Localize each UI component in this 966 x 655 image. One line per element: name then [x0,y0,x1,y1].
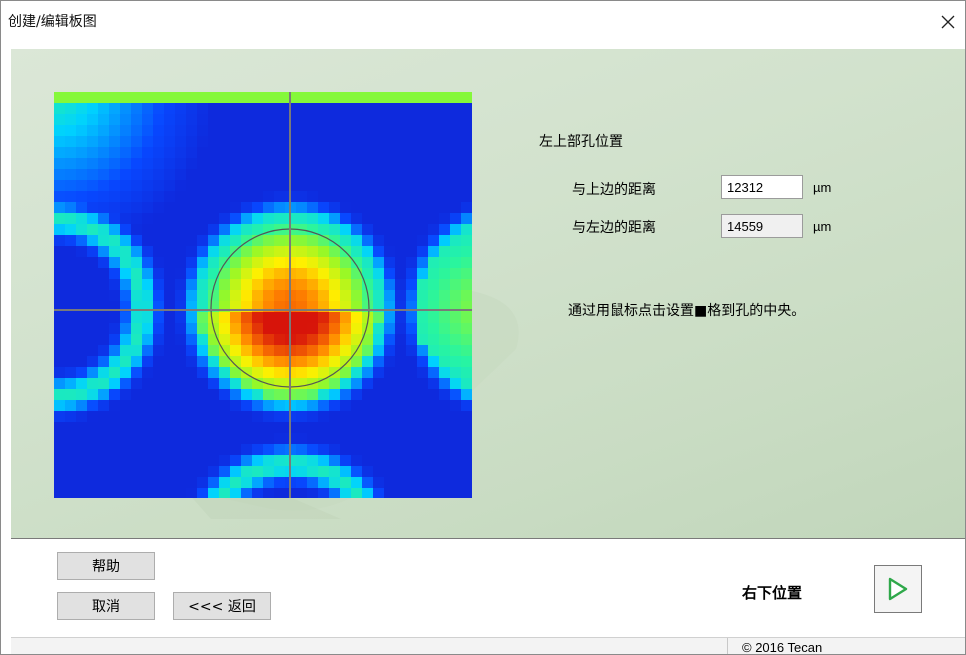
distance-top-unit: µm [813,180,832,195]
cancel-button[interactable]: 取消 [57,592,155,620]
distance-left-input[interactable] [721,214,803,238]
status-bar: © 2016 Tecan [11,637,965,655]
next-step-label: 右下位置 [742,584,803,602]
distance-left-unit: µm [813,219,832,234]
button-area [11,538,965,637]
content-panel: 左上部孔位置 与上边的距离 µm 与左边的距离 µm 通过用鼠标点击设置■格到孔… [11,49,965,538]
instruction-text: 通过用鼠标点击设置■格到孔的中央。 [568,303,806,319]
back-button[interactable]: <<< 返回 [173,592,271,620]
window-title: 创建/编辑板图 [8,14,97,30]
well-scan-heatmap[interactable] [54,92,472,498]
distance-top-label: 与上边的距离 [572,182,656,198]
status-divider [727,638,728,654]
next-button[interactable] [874,565,922,613]
section-title: 左上部孔位置 [539,134,623,150]
close-button[interactable] [933,7,963,37]
close-icon [941,15,955,29]
help-button[interactable]: 帮助 [57,552,155,580]
distance-top-input[interactable] [721,175,803,199]
distance-left-label: 与左边的距离 [572,220,656,236]
title-bar: 创建/编辑板图 [1,1,965,43]
copyright-text: © 2016 Tecan [742,640,823,655]
play-arrow-icon [888,577,908,601]
